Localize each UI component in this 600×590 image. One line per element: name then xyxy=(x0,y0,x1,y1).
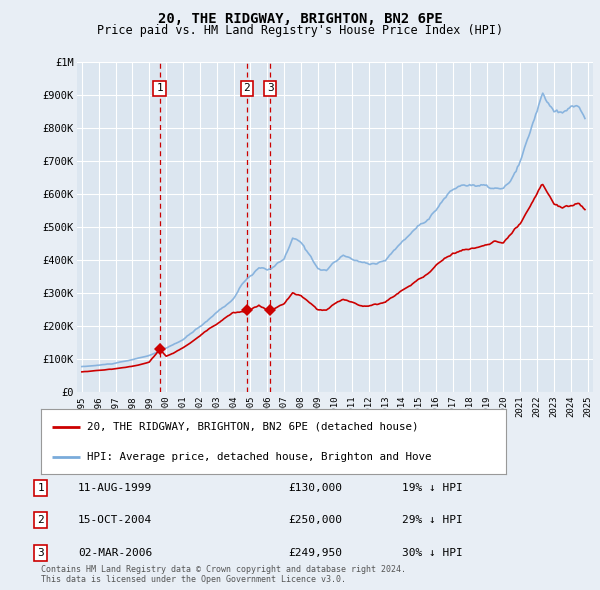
Text: £249,950: £249,950 xyxy=(288,548,342,558)
Text: 2: 2 xyxy=(37,516,44,525)
Text: 15-OCT-2004: 15-OCT-2004 xyxy=(78,516,152,525)
Text: Price paid vs. HM Land Registry's House Price Index (HPI): Price paid vs. HM Land Registry's House … xyxy=(97,24,503,37)
Text: 19% ↓ HPI: 19% ↓ HPI xyxy=(402,483,463,493)
Text: 30% ↓ HPI: 30% ↓ HPI xyxy=(402,548,463,558)
Text: 1: 1 xyxy=(37,483,44,493)
Text: £130,000: £130,000 xyxy=(288,483,342,493)
Text: Contains HM Land Registry data © Crown copyright and database right 2024.
This d: Contains HM Land Registry data © Crown c… xyxy=(41,565,406,584)
Text: 2: 2 xyxy=(244,83,250,93)
Text: 3: 3 xyxy=(37,548,44,558)
Text: 02-MAR-2006: 02-MAR-2006 xyxy=(78,548,152,558)
Text: 3: 3 xyxy=(267,83,274,93)
Text: 11-AUG-1999: 11-AUG-1999 xyxy=(78,483,152,493)
Text: 20, THE RIDGWAY, BRIGHTON, BN2 6PE: 20, THE RIDGWAY, BRIGHTON, BN2 6PE xyxy=(158,12,442,26)
Text: 29% ↓ HPI: 29% ↓ HPI xyxy=(402,516,463,525)
Text: 20, THE RIDGWAY, BRIGHTON, BN2 6PE (detached house): 20, THE RIDGWAY, BRIGHTON, BN2 6PE (deta… xyxy=(88,422,419,432)
Text: 1: 1 xyxy=(156,83,163,93)
Text: HPI: Average price, detached house, Brighton and Hove: HPI: Average price, detached house, Brig… xyxy=(88,452,432,462)
Text: £250,000: £250,000 xyxy=(288,516,342,525)
